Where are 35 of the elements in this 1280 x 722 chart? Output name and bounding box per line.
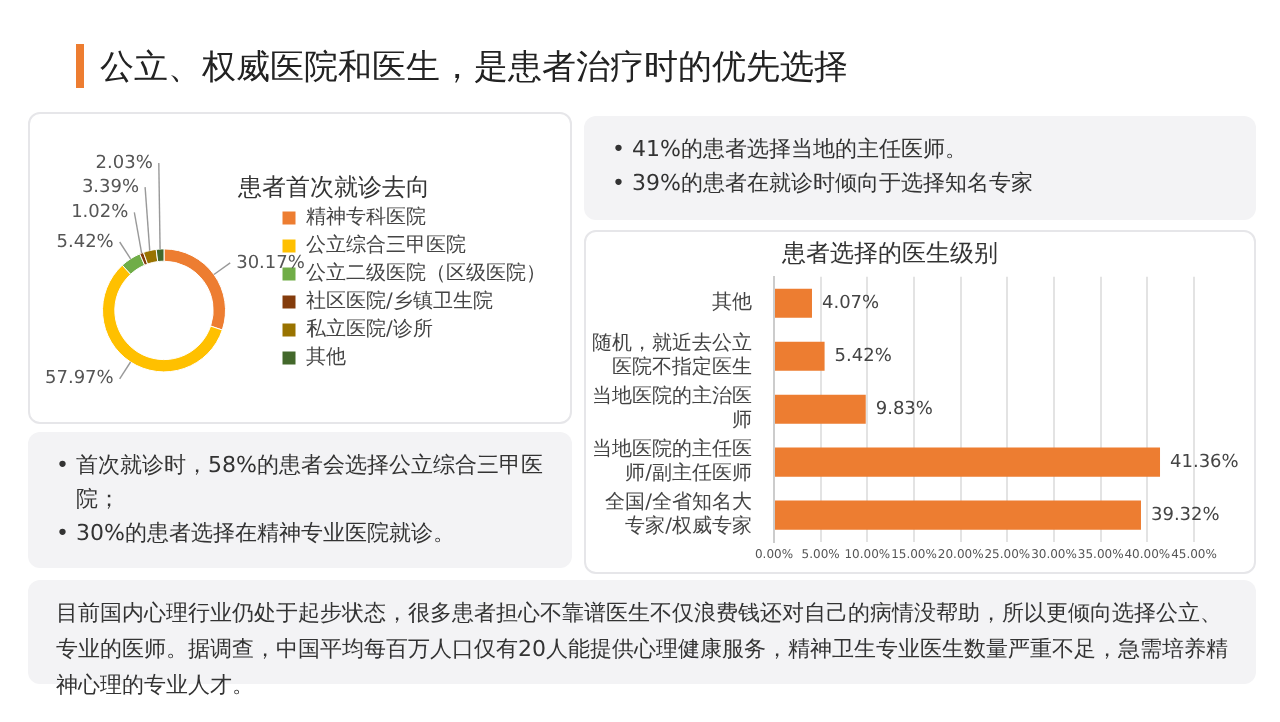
data-label: 9.83% <box>875 399 934 420</box>
data-label: 5.42% <box>56 232 115 253</box>
y-tick-label: 当地医院的主任医师/副主任医师 <box>592 437 752 486</box>
bar <box>775 288 812 318</box>
text: 公立、权威医院和医生，是患者治疗时的优先选择 <box>100 46 848 90</box>
y-tick-label: 全国/全省知名大专家/权威专家 <box>605 490 752 539</box>
legend-label: 其他 <box>306 345 346 370</box>
data-label: 1.02% <box>71 203 130 224</box>
legend-label: 精神专科医院 <box>306 205 426 230</box>
bar <box>775 447 1161 477</box>
data-label: 2.03% <box>95 153 154 174</box>
text: • 30%的患者选择在精神专业医院就诊。 <box>56 518 457 550</box>
bar <box>775 500 1141 530</box>
legend-label: 私立医院/诊所 <box>306 317 433 342</box>
text: • 41%的患者选择当地的主任医师。 <box>612 134 969 166</box>
data-label: 5.42% <box>834 346 893 367</box>
chart-title: 患者选择的医生级别 <box>780 238 998 267</box>
legend-label: 社区医院/乡镇卫生院 <box>306 289 493 314</box>
text: 患者首次就诊去向 <box>236 172 430 201</box>
bar <box>775 394 866 424</box>
bar <box>775 341 825 371</box>
text: • 首次就诊时，58%的患者会选择公立综合三甲医院； <box>56 450 545 516</box>
text: • 39%的患者在就诊时倾向于选择知名专家 <box>612 168 1035 200</box>
y-tick-label: 当地医院的主治医师 <box>592 384 752 433</box>
data-label: 30.17% <box>236 253 306 274</box>
data-label: 39.32% <box>1150 505 1221 526</box>
text: 目前国内心理行业仍处于起步状态，很多患者担心不靠谱医生不仅浪费钱还对自己的病情没帮助，所以更倾向选择公立、专业的医师。据调查，中国平均每百万人口仅有20人能提供心理健康服务，精神卫生专业医生数量严重不足，急需培养精神心理的专业人才。 <box>56 598 1228 702</box>
data-label: 57.97% <box>45 369 115 390</box>
legend-label: 公立综合三甲医院 <box>306 233 466 258</box>
data-label: 41.36% <box>1170 452 1240 473</box>
legend-label: 公立二级医院（区级医院） <box>306 261 546 286</box>
data-label: 3.39% <box>81 177 140 198</box>
y-tick-label: 其他 <box>712 290 752 315</box>
data-label: 4.07% <box>821 293 881 314</box>
y-tick-label: 随机，就近去公立医院不指定医生 <box>592 331 752 380</box>
